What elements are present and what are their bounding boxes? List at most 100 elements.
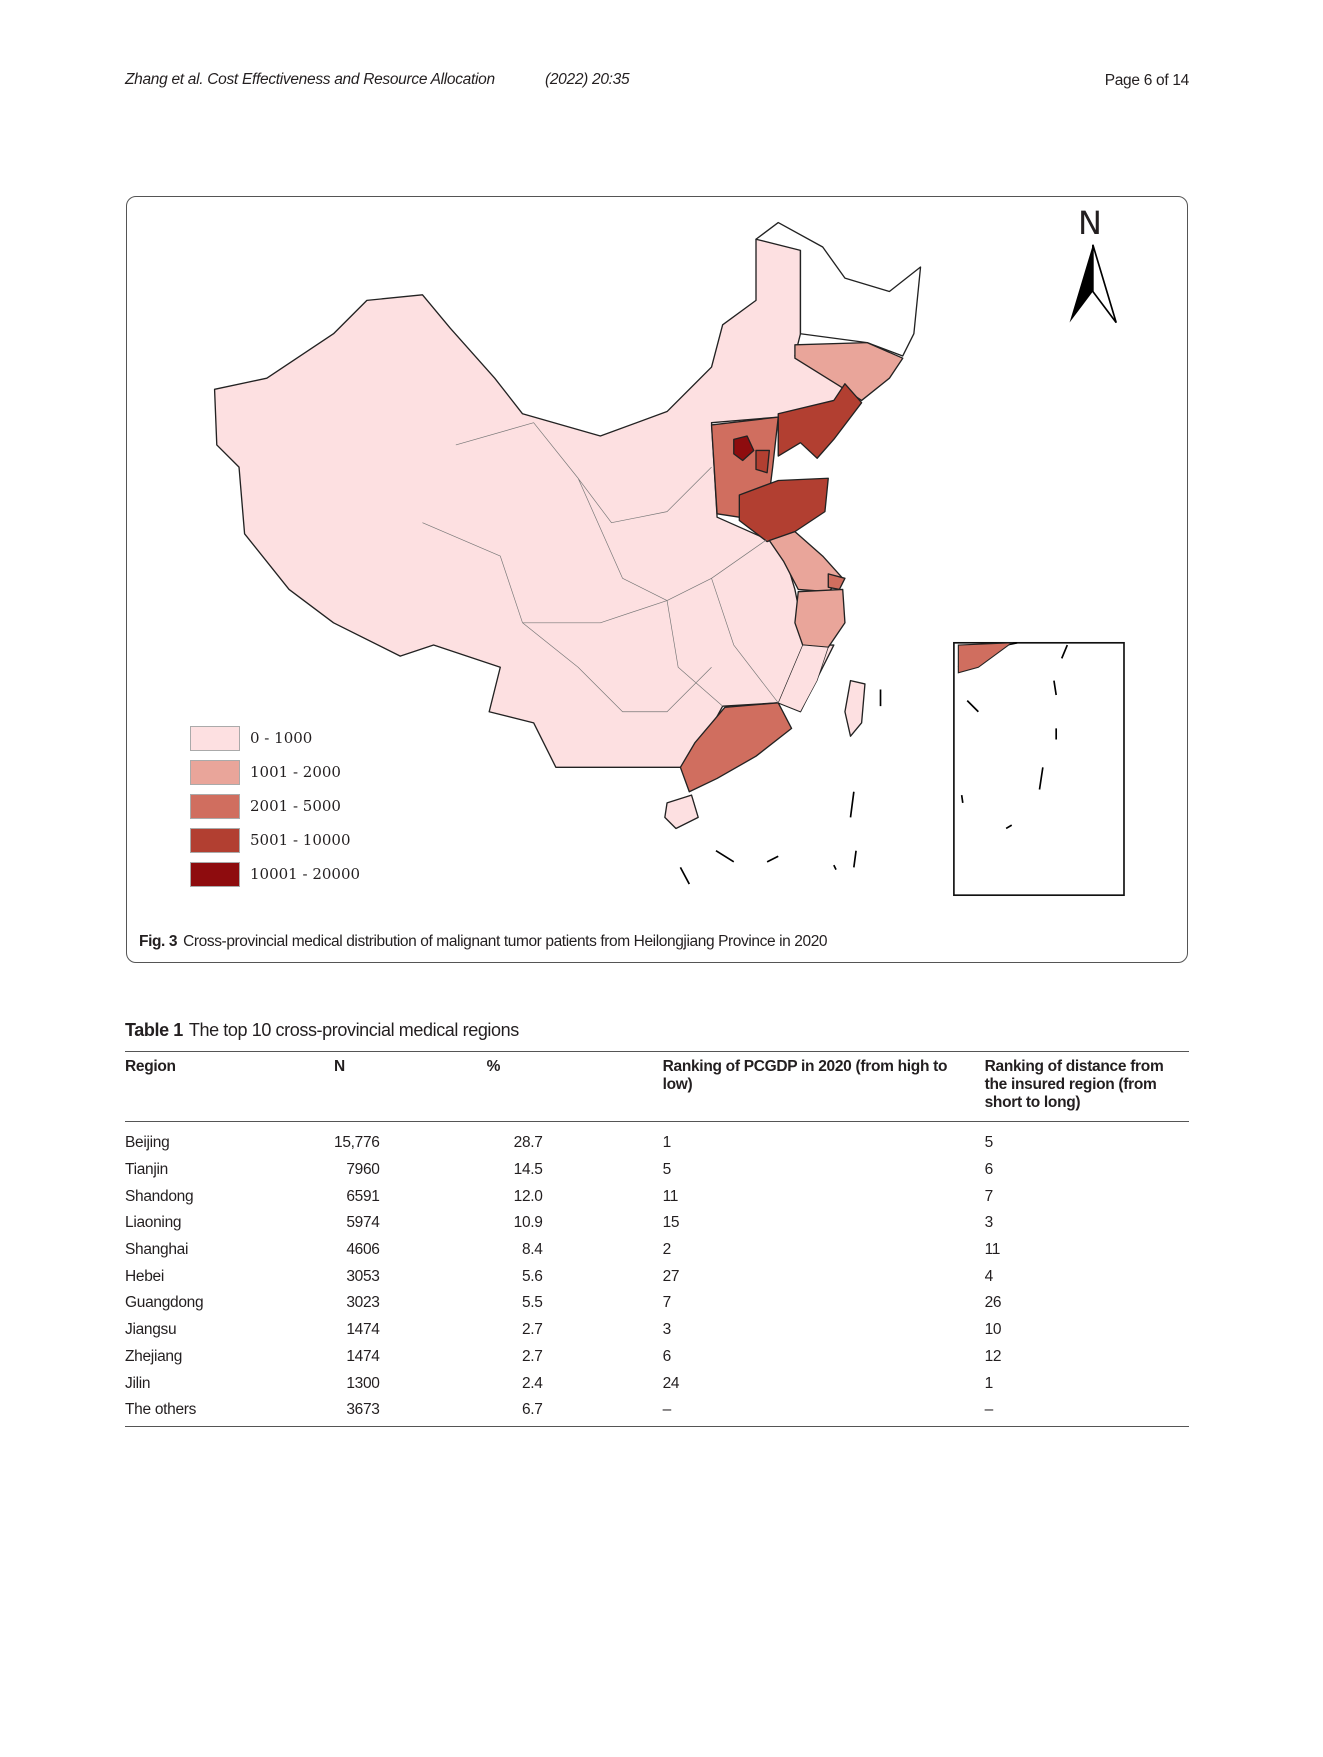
region-guangdong [679,702,793,793]
cell-region: Shandong [125,1187,194,1205]
cell-percent: 8.4 [521,1241,543,1259]
cell-percent: 28.7 [513,1134,543,1152]
cell-distance-rank: 11 [984,1241,1001,1259]
cell-percent: 10.9 [513,1214,543,1232]
table-row: Beijing 15,776 28.7 1 5 [125,1122,1189,1157]
region-tianjin [755,449,771,474]
cell-pcgdp-rank: 24 [662,1374,680,1392]
figure-caption: Fig. 3 Cross-provincial medical distribut… [139,933,828,951]
legend-item: 5001 - 10000 [190,823,360,857]
north-label: N [1078,204,1102,242]
north-arrow-icon [1069,244,1118,324]
page-number: Page 6 of 14 [1104,72,1190,89]
region-taiwan [844,679,866,737]
cell-percent: 5.6 [521,1267,543,1285]
region-heilongjiang [755,221,922,357]
region-fujian [777,644,829,713]
cell-n: 3053 [346,1267,380,1285]
cell-n: 1474 [346,1347,380,1365]
cell-distance-rank: 4 [984,1267,994,1285]
table-row: Hebei 3053 5.6 27 4 [125,1263,1189,1290]
cell-n: 4606 [346,1241,380,1259]
cell-n: 1474 [346,1321,380,1339]
table-caption: Table 1 The top 10 cross-provincial medic… [125,1020,519,1041]
region-jilin [794,341,904,402]
legend-swatch [190,759,240,785]
cell-pcgdp-rank: 6 [662,1347,672,1365]
legend-label: 2001 - 5000 [250,797,341,815]
figure-label: Fig. 3 [139,933,178,950]
legend-item: 0 - 1000 [190,721,360,755]
cell-region: Jiangsu [125,1321,177,1339]
legend-swatch [190,725,240,751]
cell-distance-rank: 7 [984,1187,994,1205]
cell-n: 7960 [346,1161,380,1179]
cell-region: The others [125,1396,334,1427]
legend-swatch [190,861,240,887]
cell-n: 1300 [346,1374,380,1392]
map-legend: 0 - 1000 1001 - 2000 2001 - 5000 5001 - 100… [190,721,360,891]
cell-pcgdp-rank: 7 [662,1294,672,1312]
cell-pcgdp-rank: 2 [662,1241,672,1259]
cell-n: 6591 [346,1187,380,1205]
col-percent: % [486,1051,663,1122]
cell-distance-rank: 6 [984,1161,994,1179]
cell-n: 3673 [334,1396,487,1427]
inset-region-south-coast [957,642,1014,674]
cell-n: 3023 [346,1294,380,1312]
cell-pcgdp-rank: 15 [662,1214,680,1232]
cell-distance-rank: 10 [984,1321,1002,1339]
table-row: Shanghai 4606 8.4 2 11 [125,1237,1189,1264]
table-row: Guangdong 3023 5.5 7 26 [125,1290,1189,1317]
table-row: Shandong 6591 12.0 11 7 [125,1183,1189,1210]
cell-region: Beijing [125,1134,170,1152]
table-row: Tianjin 7960 14.5 5 6 [125,1157,1189,1184]
cell-n: 5974 [346,1214,380,1232]
cell-percent: 5.5 [521,1294,543,1312]
cell-pcgdp-rank: 3 [662,1321,672,1339]
legend-swatch [190,827,240,853]
region-hainan [664,794,699,830]
legend-label: 10001 - 20000 [250,865,361,883]
legend-label: 1001 - 2000 [250,763,341,781]
legend-item: 1001 - 2000 [190,755,360,789]
south-china-sea-dashes [679,689,882,885]
cell-distance-rank: 1 [984,1374,994,1392]
cell-region: Shanghai [125,1241,189,1259]
table-title: The top 10 cross-provincial medical regi… [188,1020,519,1040]
table-row: Jilin 1300 2.4 24 1 [125,1370,1189,1397]
cell-region: Guangdong [125,1294,204,1312]
legend-item: 10001 - 20000 [190,857,360,891]
cell-percent: 2.7 [521,1347,543,1365]
legend-label: 5001 - 10000 [250,831,351,849]
col-distance-rank: Ranking of distance from the insured reg… [984,1051,1189,1122]
region-beijing [733,435,755,462]
cell-pcgdp-rank: 11 [662,1187,679,1205]
table-row: Liaoning 5974 10.9 15 3 [125,1210,1189,1237]
cell-region: Jilin [125,1374,151,1392]
table-header-row: Region N % Ranking of PCGDP in 2020 (fro… [125,1051,1189,1122]
legend-item: 2001 - 5000 [190,789,360,823]
figure-frame [126,196,1188,963]
cell-pcgdp-rank: 5 [662,1161,672,1179]
cell-region: Tianjin [125,1161,168,1179]
cell-distance-rank: 3 [984,1214,994,1232]
cell-distance-rank: 12 [984,1347,1002,1365]
col-region: Region [125,1051,334,1122]
cell-percent: 6.7 [486,1396,663,1427]
cell-distance-rank: 26 [984,1294,1002,1312]
cell-percent: 14.5 [513,1161,543,1179]
region-zhejiang [794,588,846,648]
cell-distance-rank: – [984,1396,1189,1427]
figure-caption-text: Cross-provincial medical distribution of… [183,933,828,950]
cell-n: 15,776 [334,1134,380,1152]
cell-region: Hebei [125,1267,164,1285]
cell-percent: 2.7 [521,1321,543,1339]
table-label: Table 1 [125,1020,183,1040]
running-header-journal: Zhang et al. Cost Effectiveness and Reso… [125,71,495,88]
col-n: N [334,1051,487,1122]
legend-swatch [190,793,240,819]
cell-pcgdp-rank: 1 [662,1134,672,1152]
legend-label: 0 - 1000 [250,729,313,747]
